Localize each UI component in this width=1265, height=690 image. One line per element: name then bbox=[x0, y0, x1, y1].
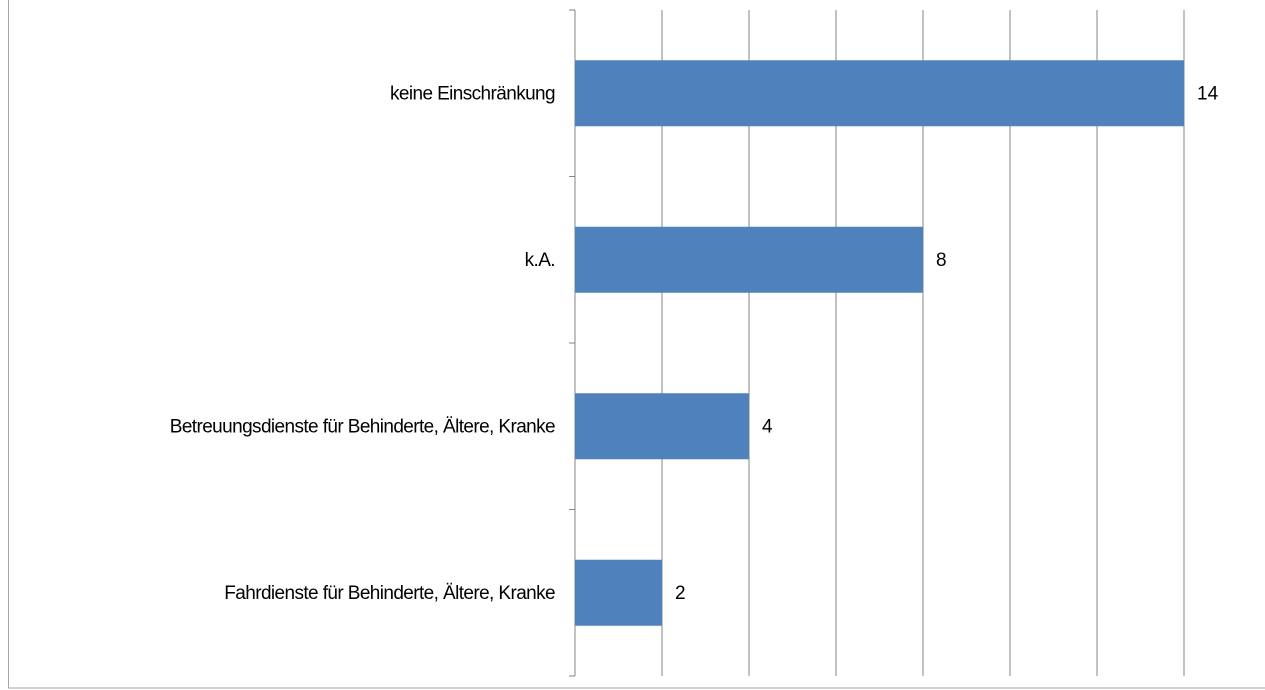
data-label: 2 bbox=[675, 583, 686, 604]
data-label: 8 bbox=[936, 250, 947, 271]
bar bbox=[575, 559, 662, 626]
chart-frame bbox=[8, 0, 1265, 689]
y-tick-label: keine Einschränkung bbox=[390, 83, 555, 104]
bar bbox=[575, 226, 923, 293]
data-label: 4 bbox=[762, 416, 773, 437]
data-label: 14 bbox=[1197, 83, 1219, 104]
bar bbox=[575, 60, 1184, 127]
y-tick-label: k.A. bbox=[525, 250, 555, 271]
bar bbox=[575, 393, 749, 460]
y-tick-label: Fahrdienste für Behinderte, Ältere, Kran… bbox=[224, 583, 555, 604]
y-tick-label: Betreuungsdienste für Behinderte, Ältere… bbox=[170, 416, 555, 437]
